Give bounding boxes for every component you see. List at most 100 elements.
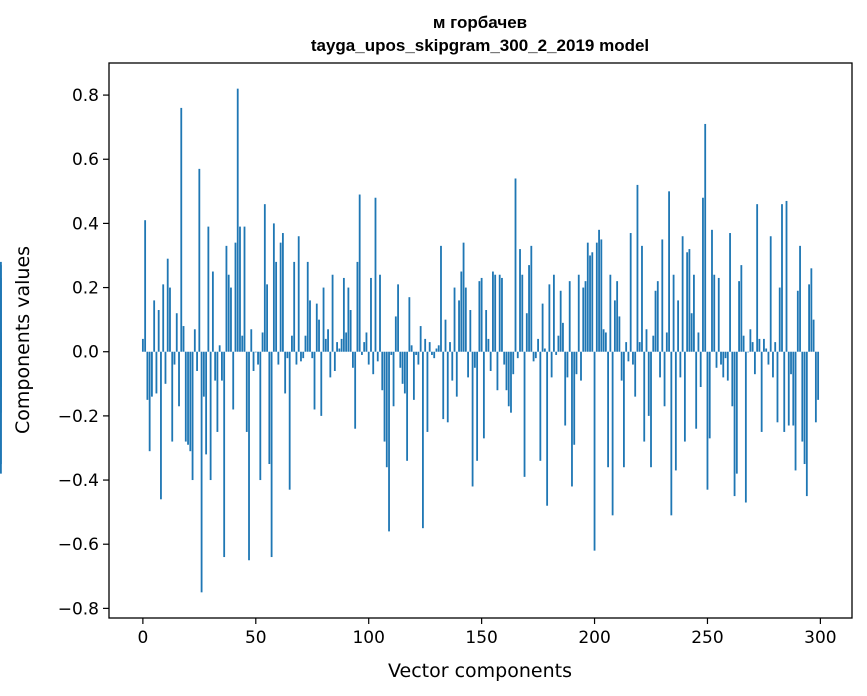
bar-249 [704, 123, 707, 352]
bar-152 [485, 310, 488, 352]
bar-292 [801, 351, 804, 442]
bar-257 [722, 351, 725, 378]
bar-72 [304, 335, 307, 352]
bar-1 [144, 220, 147, 352]
bar-283 [781, 204, 783, 352]
bar-158 [498, 274, 501, 352]
y-tick-label: 0.6 [72, 150, 99, 170]
bar-219 [636, 184, 639, 352]
bar-139 [455, 351, 458, 397]
bar-135 [446, 351, 449, 423]
bar-47 [248, 351, 250, 561]
bar-155 [492, 271, 494, 352]
bar-231 [663, 351, 666, 407]
bar-101 [370, 277, 372, 352]
bar-9 [162, 284, 165, 352]
bar-200 [593, 351, 596, 551]
bar-71 [302, 351, 305, 359]
bar-202 [598, 229, 600, 352]
bar-222 [643, 351, 646, 442]
x-tick-label: 150 [465, 628, 497, 648]
bar-241 [686, 252, 689, 352]
bar-87 [338, 348, 341, 352]
bar-242 [688, 249, 691, 352]
bar-286 [787, 351, 790, 426]
bar-245 [695, 351, 698, 429]
bar-232 [665, 332, 668, 352]
bar-131 [437, 345, 440, 352]
bar-127 [428, 342, 431, 352]
bar-54 [263, 204, 266, 352]
bar-211 [618, 316, 621, 352]
bar-253 [713, 274, 716, 352]
bar-210 [616, 281, 619, 352]
bar-275 [763, 338, 765, 352]
bar-243 [690, 313, 693, 352]
bar-165 [514, 178, 517, 352]
plot-frame [108, 62, 853, 619]
bar-174 [534, 351, 537, 359]
bar-68 [295, 351, 298, 365]
bar-154 [489, 351, 492, 371]
bar-172 [530, 245, 533, 352]
bar-53 [261, 332, 264, 352]
bar-271 [753, 351, 756, 375]
bar-280 [774, 342, 777, 352]
bar-134 [444, 319, 447, 352]
x-tick-label: 50 [245, 628, 267, 648]
bar-109 [388, 351, 390, 532]
y-axis-label: Components values [12, 246, 34, 434]
bar-169 [523, 351, 526, 477]
bar-146 [471, 351, 474, 487]
bar-290 [796, 290, 799, 352]
bar-194 [580, 351, 582, 381]
bar-93 [352, 351, 354, 368]
bar-8 [160, 351, 162, 500]
bar-187 [564, 351, 567, 426]
bar-99 [365, 332, 368, 352]
bar-35 [221, 351, 223, 381]
bar-270 [751, 342, 754, 352]
bar-254 [715, 351, 718, 368]
bar-52 [259, 351, 262, 481]
bar-86 [336, 342, 338, 352]
bar-122 [417, 351, 420, 365]
bar-246 [697, 332, 700, 352]
bar-121 [415, 351, 418, 355]
bar-undefined [0, 351, 2, 465]
bar-157 [496, 351, 499, 391]
bar-223 [645, 329, 648, 352]
bar-264 [738, 281, 740, 352]
bar-15 [175, 313, 178, 352]
bar-299 [817, 351, 820, 400]
bar-14 [173, 351, 176, 365]
bar-42 [236, 88, 239, 352]
bar-145 [469, 310, 472, 352]
bar-293 [803, 351, 806, 465]
bar-37 [225, 245, 228, 352]
bar-244 [693, 274, 695, 352]
bar-104 [376, 351, 379, 362]
bar-229 [659, 351, 661, 378]
bar-163 [510, 351, 512, 413]
bar-112 [394, 316, 397, 352]
bar-149 [478, 281, 481, 352]
bar-43 [239, 226, 241, 352]
bar-175 [537, 338, 539, 352]
bar-103 [374, 197, 377, 352]
bar-156 [494, 274, 497, 352]
bar-218 [634, 351, 637, 397]
bar-228 [656, 281, 659, 352]
bar-237 [677, 300, 680, 352]
bar-67 [293, 261, 296, 352]
bar-105 [379, 274, 381, 352]
bar-291 [799, 245, 801, 352]
bar-171 [528, 265, 530, 352]
bar-212 [620, 351, 623, 381]
bar-13 [171, 351, 174, 442]
bar-series [0, 88, 820, 593]
bar-274 [760, 351, 763, 432]
bar-225 [650, 351, 652, 468]
bar-75 [311, 351, 314, 359]
y-tick-label: 0.2 [72, 279, 99, 299]
